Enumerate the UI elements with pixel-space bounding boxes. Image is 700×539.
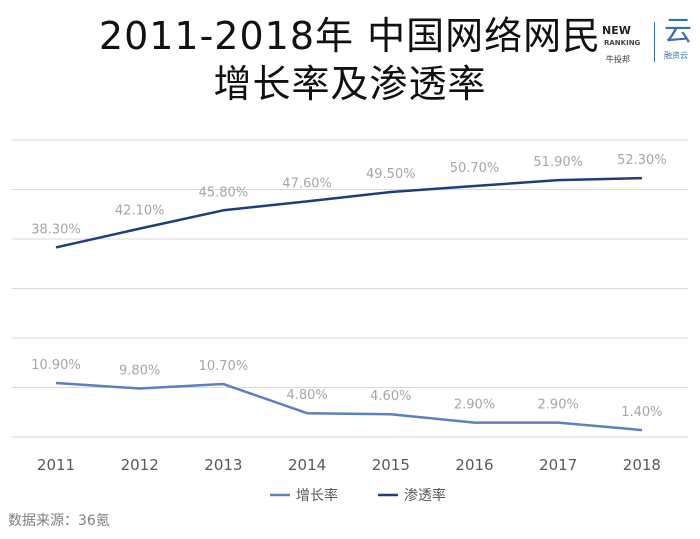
rongziyun-logo: 云 融资云 [664, 14, 696, 66]
x-tick-label: 2014 [288, 456, 326, 474]
data-source-note: 数据来源：36氪 [8, 513, 110, 529]
data-label: 42.10% [115, 204, 165, 219]
logo-text-new: NEW [602, 24, 631, 37]
chart-title-line1: 2011-2018年 中国网络网民 [98, 14, 602, 58]
logo-divider [654, 22, 655, 62]
data-label: 10.70% [199, 359, 249, 374]
data-label: 10.90% [31, 358, 81, 373]
data-label: 51.90% [533, 155, 583, 170]
x-tick-label: 2015 [372, 456, 410, 474]
x-tick-label: 2012 [121, 456, 159, 474]
x-tick-label: 2016 [455, 456, 493, 474]
logo-text-niutoubang: 牛投邦 [606, 55, 630, 64]
data-label: 9.80% [119, 363, 160, 378]
x-tick-label: 2018 [623, 456, 661, 474]
logo-text-ranking: RANKING [604, 39, 641, 47]
legend-label: 渗透率 [404, 487, 446, 504]
data-label: 45.80% [199, 185, 249, 200]
data-label: 2.90% [454, 398, 495, 413]
data-label: 4.80% [286, 388, 327, 403]
x-tick-label: 2017 [539, 456, 577, 474]
series-line [55, 381, 643, 432]
data-label: 38.30% [31, 222, 81, 237]
x-tick-label: 2013 [204, 456, 242, 474]
logo-text-rongziyun: 融资云 [664, 51, 688, 60]
niutoubang-logo: NEW RANKING 牛投邦 [602, 16, 640, 66]
data-label: 47.60% [282, 176, 332, 191]
x-tick-label: 2011 [37, 456, 75, 474]
data-label: 49.50% [366, 167, 416, 182]
logo-group: NEW RANKING 牛投邦 云 融资云 [592, 14, 696, 66]
cloud-glyph-icon: 云 [664, 14, 693, 47]
data-label: 52.30% [617, 153, 667, 168]
legend-label: 增长率 [296, 487, 338, 504]
data-label: 4.60% [370, 389, 411, 404]
data-label: 1.40% [621, 405, 662, 420]
series-line [55, 176, 642, 249]
data-label: 2.90% [538, 398, 579, 413]
chart-title-line2: 增长率及渗透率 [213, 62, 487, 106]
data-label: 50.70% [450, 161, 500, 176]
